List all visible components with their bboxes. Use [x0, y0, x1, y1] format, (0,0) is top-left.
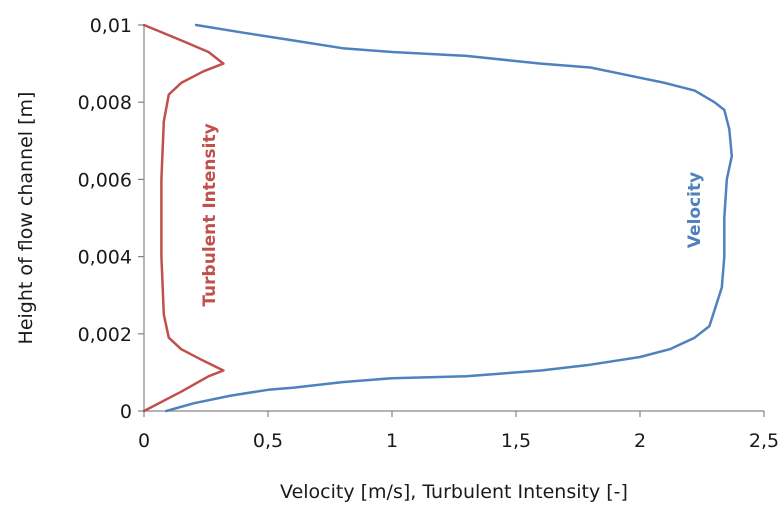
y-tick-label: 0,01: [90, 15, 132, 37]
x-axis-ticks: 0 0,5 1 1,5 2 2,5: [138, 411, 779, 452]
series-line-turbulent-intensity: [142, 23, 225, 413]
y-tick-label: 0: [120, 401, 132, 423]
y-axis-title: Height of flow channel [m]: [15, 92, 37, 345]
y-tick-label: 0,008: [78, 92, 132, 114]
series-label-velocity: Velocity: [685, 172, 705, 248]
x-tick-label: 1: [386, 430, 398, 452]
x-tick-label: 0: [138, 430, 150, 452]
series-line-velocity: [165, 23, 734, 413]
x-axis-title: Velocity [m/s], Turbulent Intensity [-]: [280, 481, 628, 503]
series-label-turbulent-intensity: Turbulent Intensity: [200, 123, 220, 306]
y-axis-ticks: 0 0,002 0,004 0,006 0,008 0,01: [78, 15, 144, 423]
x-tick-label: 2,5: [749, 430, 779, 452]
x-tick-label: 1,5: [501, 430, 531, 452]
x-tick-label: 2: [634, 430, 646, 452]
y-tick-label: 0,002: [78, 324, 132, 346]
y-tick-label: 0,006: [78, 169, 132, 191]
y-tick-label: 0,004: [78, 247, 132, 269]
x-tick-label: 0,5: [253, 430, 283, 452]
series-group: [142, 23, 734, 413]
